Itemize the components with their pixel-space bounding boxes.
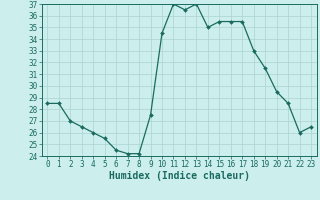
X-axis label: Humidex (Indice chaleur): Humidex (Indice chaleur) [109,171,250,181]
